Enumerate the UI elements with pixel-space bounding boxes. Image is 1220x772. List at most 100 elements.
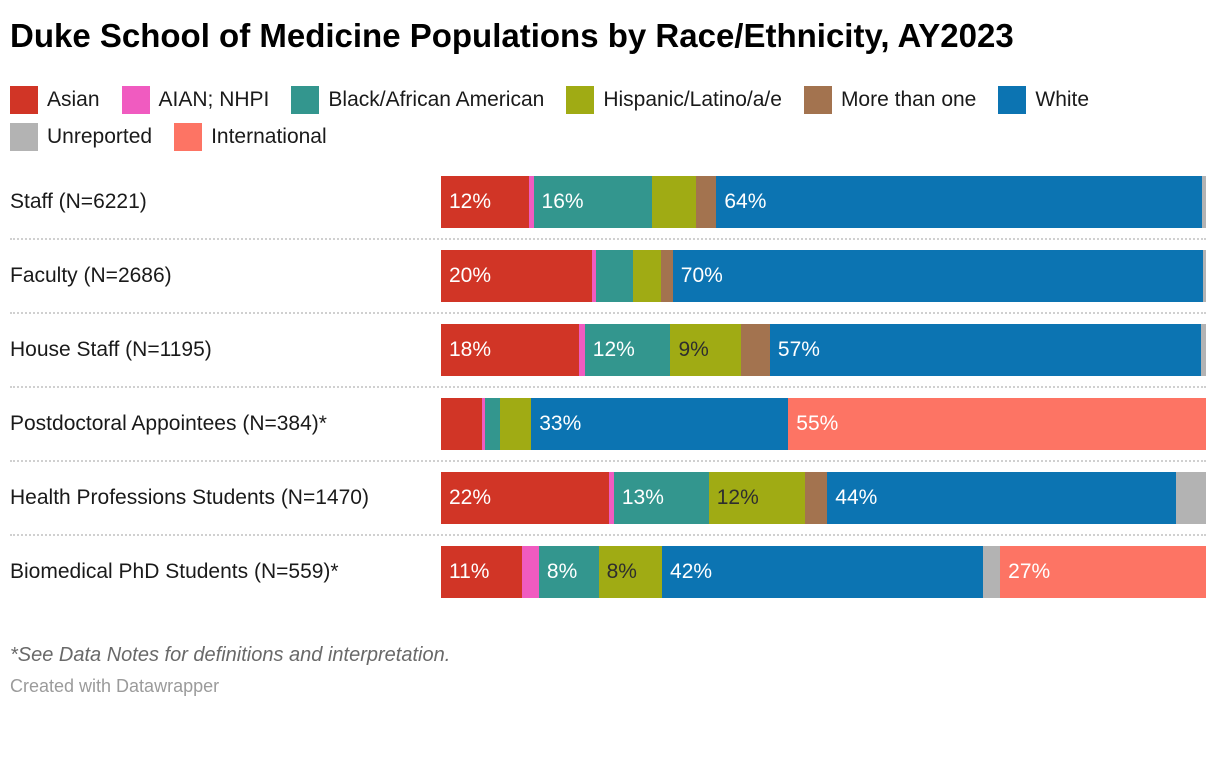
row-label: Biomedical PhD Students (N=559)* <box>10 560 339 583</box>
bar-row: Faculty (N=2686) 20% 70% <box>10 250 1206 302</box>
bar-segment-unreported <box>1176 472 1206 524</box>
bar-segment-unreported <box>983 546 1001 598</box>
bar-segment-more_than_one <box>805 472 828 524</box>
legend-item-hispanic: Hispanic/Latino/a/e <box>566 86 782 114</box>
bar-segment-aian_nhpi <box>522 546 539 598</box>
row-separator <box>10 386 1206 388</box>
white-swatch-icon <box>998 86 1027 114</box>
bar-segment-black: 12% <box>584 324 671 376</box>
bar-segment-aian_nhpi <box>608 472 614 524</box>
bar-segment-black: 8% <box>538 546 599 598</box>
legend-label: Hispanic/Latino/a/e <box>603 88 782 111</box>
legend-item-aian_nhpi: AIAN; NHPI <box>121 86 270 114</box>
bar-segment-unreported <box>1202 176 1206 228</box>
segment-value-label: 16% <box>541 190 584 213</box>
segment-value-label: 22% <box>449 486 492 509</box>
legend-item-white: White <box>998 86 1089 114</box>
segment-value-label: 12% <box>592 338 635 361</box>
legend-label: International <box>211 125 327 148</box>
bar-segment-black: 13% <box>613 472 709 524</box>
bar-track: 33% 55% <box>441 398 1206 450</box>
legend-label: AIAN; NHPI <box>158 88 270 111</box>
bar-segment-white: 64% <box>716 176 1203 228</box>
bar-segment-hispanic: 9% <box>670 324 741 376</box>
row-label: Staff (N=6221) <box>10 190 147 213</box>
international-swatch-icon <box>174 123 203 151</box>
row-label: House Staff (N=1195) <box>10 338 212 361</box>
black-swatch-icon <box>291 86 320 114</box>
legend: Asian AIAN; NHPI Black/African American His… <box>10 86 1206 151</box>
bar-segment-asian: 12% <box>441 176 529 228</box>
bar-rows: Staff (N=6221) 12% 16% 64% Faculty (N=2686) 2… <box>10 176 1206 598</box>
legend-label: Black/African American <box>328 88 545 111</box>
legend-label: Asian <box>47 88 100 111</box>
segment-value-label: 8% <box>606 560 637 583</box>
bar-segment-more_than_one <box>661 250 673 302</box>
chart: Duke School of Medicine Populations by R… <box>10 17 1206 696</box>
segment-value-label: 18% <box>449 338 492 361</box>
segment-value-label: 33% <box>539 412 582 435</box>
bar-segment-aian_nhpi <box>579 324 585 376</box>
bar-track: 20% 70% <box>441 250 1206 302</box>
bar-segment-black <box>595 250 633 302</box>
segment-value-label: 44% <box>835 486 878 509</box>
legend-label: More than one <box>840 88 977 111</box>
more_than_one-swatch-icon <box>803 86 832 114</box>
bar-track: 18% 12% 9% 57% <box>441 324 1206 376</box>
row-label: Postdoctoral Appointees (N=384)* <box>10 412 327 435</box>
bar-segment-asian: 11% <box>441 546 523 598</box>
legend-label: White <box>1035 88 1090 111</box>
segment-value-label: 55% <box>796 412 839 435</box>
bar-segment-unreported <box>1202 250 1206 302</box>
bar-row: House Staff (N=1195) 18% 12% 9% 57% <box>10 324 1206 376</box>
footnote: *See Data Notes for definitions and inte… <box>10 644 451 666</box>
row-label: Health Professions Students (N=1470) <box>10 486 369 509</box>
asian-swatch-icon <box>10 86 38 114</box>
bar-segment-black: 16% <box>533 176 653 228</box>
row-separator <box>10 312 1206 314</box>
bar-segment-hispanic: 12% <box>708 472 806 524</box>
bar-segment-aian_nhpi <box>592 250 596 302</box>
bar-track: 12% 16% 64% <box>441 176 1206 228</box>
bar-row: Staff (N=6221) 12% 16% 64% <box>10 176 1206 228</box>
legend-item-more_than_one: More than one <box>803 86 977 114</box>
bar-segment-more_than_one <box>696 176 717 228</box>
bar-row: Health Professions Students (N=1470) 22% 1… <box>10 472 1206 524</box>
bar-segment-more_than_one <box>740 324 770 376</box>
segment-value-label: 70% <box>680 264 723 287</box>
bar-segment-hispanic <box>633 250 662 302</box>
bar-row: Biomedical PhD Students (N=559)* 11% 8% 8% 4… <box>10 546 1206 598</box>
legend-label: Unreported <box>47 125 153 148</box>
bar-segment-asian: 22% <box>441 472 609 524</box>
bar-segment-white: 57% <box>769 324 1202 376</box>
segment-value-label: 8% <box>546 560 578 583</box>
bar-segment-unreported <box>1201 324 1206 376</box>
bar-segment-hispanic <box>499 398 532 450</box>
segment-value-label: 12% <box>449 190 492 213</box>
page-title: Duke School of Medicine Populations by R… <box>10 17 1014 54</box>
bar-segment-aian_nhpi <box>481 398 486 450</box>
bar-segment-white: 33% <box>531 398 789 450</box>
legend-item-international: International <box>174 123 327 151</box>
bar-segment-asian: 20% <box>441 250 593 302</box>
bar-segment-asian <box>441 398 482 450</box>
aian_nhpi-swatch-icon <box>121 86 150 114</box>
bar-segment-black <box>485 398 500 450</box>
segment-value-label: 42% <box>670 560 713 583</box>
datawrapper-credit: Created with Datawrapper <box>10 676 220 696</box>
bar-segment-asian: 18% <box>441 324 580 376</box>
legend-item-asian: Asian <box>10 86 100 114</box>
segment-value-label: 12% <box>716 486 759 509</box>
segment-value-label: 57% <box>777 338 820 361</box>
segment-value-label: 20% <box>449 264 492 287</box>
segment-value-label: 27% <box>1008 560 1051 583</box>
row-separator <box>10 238 1206 240</box>
segment-value-label: 64% <box>724 190 767 213</box>
bar-segment-white: 44% <box>827 472 1177 524</box>
unreported-swatch-icon <box>10 123 38 151</box>
bar-segment-white: 70% <box>672 250 1203 302</box>
bar-segment-aian_nhpi <box>528 176 534 228</box>
row-separator <box>10 460 1206 462</box>
bar-segment-international: 27% <box>1000 546 1206 598</box>
bar-track: 11% 8% 8% 42% 27% <box>441 546 1206 598</box>
